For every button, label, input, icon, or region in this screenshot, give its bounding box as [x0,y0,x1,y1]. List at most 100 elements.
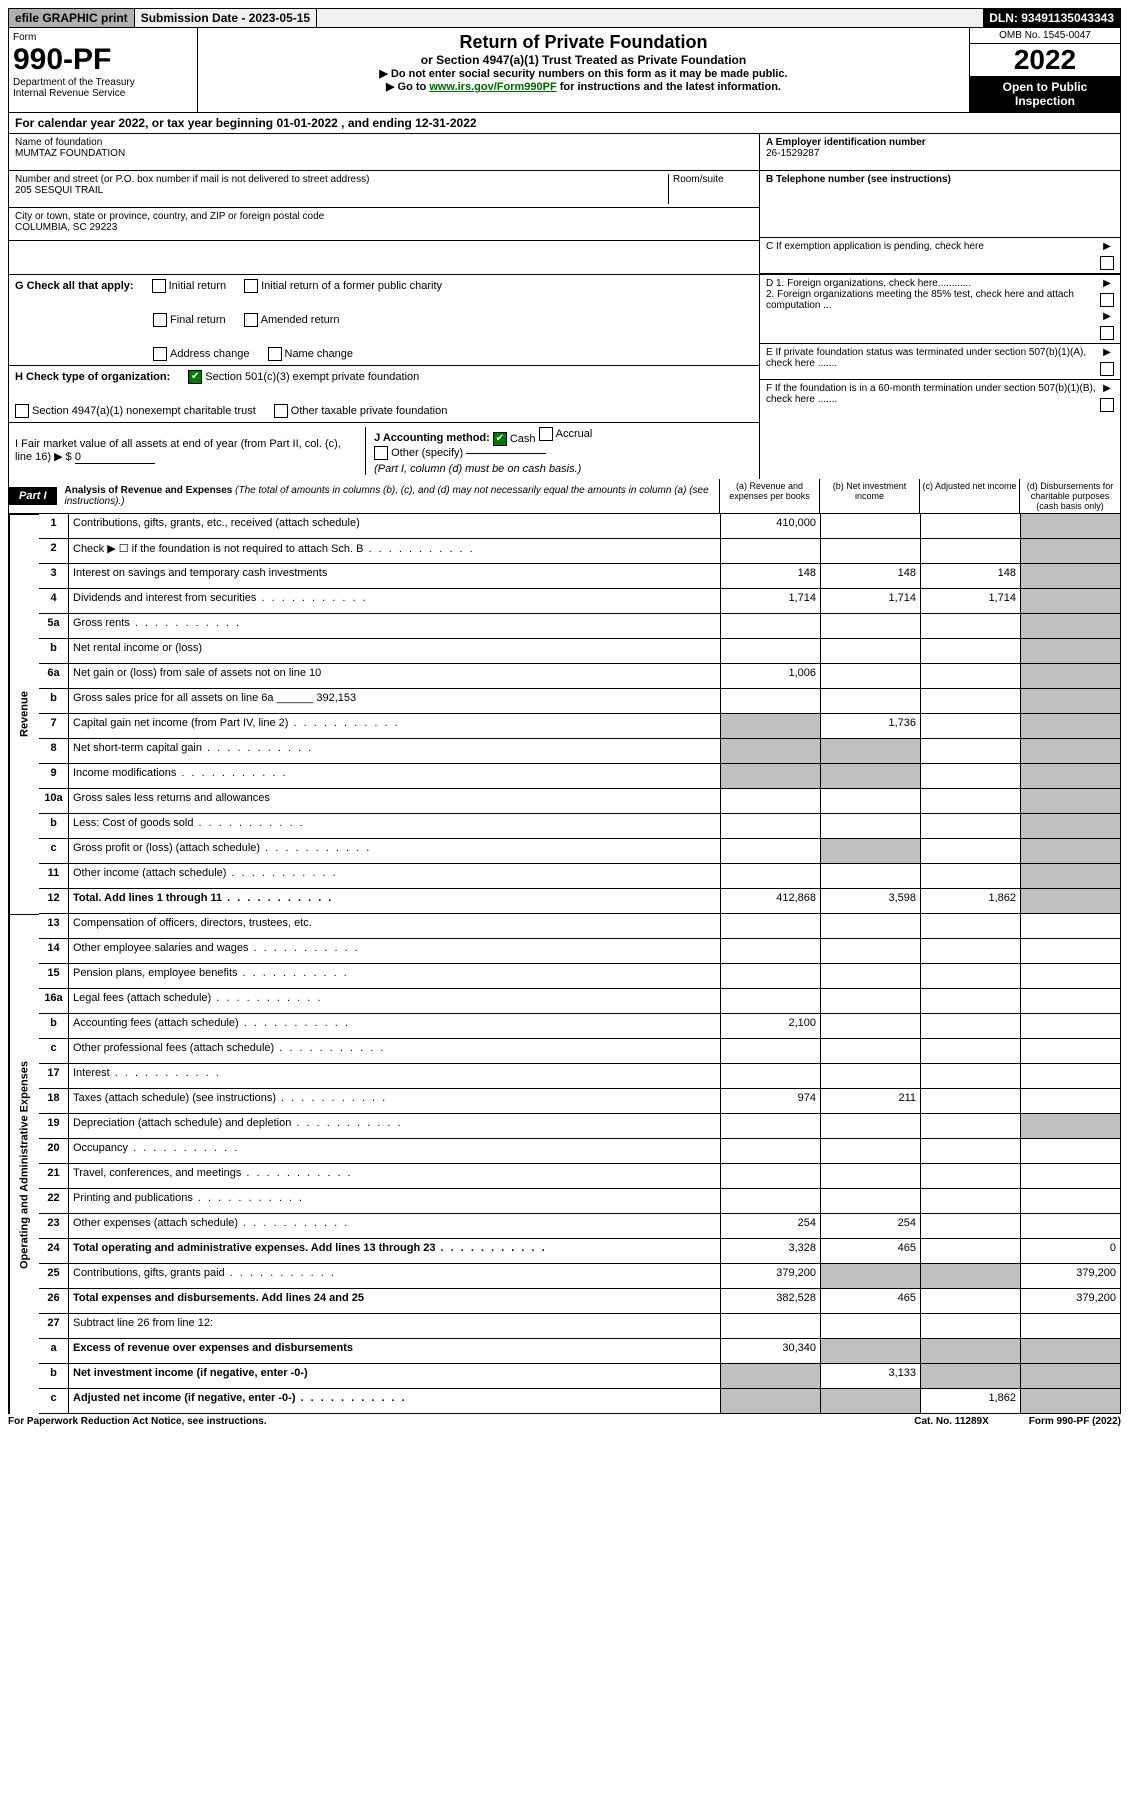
501c3-checkbox[interactable] [188,370,202,384]
accrual-checkbox[interactable] [539,427,553,441]
line-desc: Other employee salaries and wages [69,939,721,964]
tel-label: B Telephone number (see instructions) [766,174,951,185]
d2-checkbox[interactable] [1100,326,1114,340]
line-desc: Other professional fees (attach schedule… [69,1039,721,1064]
line-desc: Interest on savings and temporary cash i… [69,564,721,589]
instr-2: ▶ Go to www.irs.gov/Form990PF for instru… [202,80,965,93]
col-b-cell [821,539,921,564]
col-a-cell [721,1389,821,1414]
amended-checkbox[interactable] [244,313,258,327]
col-d-cell [1021,1039,1121,1064]
col-c-cell [921,1089,1021,1114]
g-opt-0: Initial return [169,280,226,292]
col-d-cell [1021,1139,1121,1164]
address-change-checkbox[interactable] [153,347,167,361]
final-return-checkbox[interactable] [153,313,167,327]
line-desc: Other expenses (attach schedule) [69,1214,721,1239]
instructions-link[interactable]: www.irs.gov/Form990PF [429,81,556,93]
col-b-cell: 148 [821,564,921,589]
col-a-cell [721,864,821,889]
line-no: 23 [39,1214,69,1239]
col-a-cell [721,1114,821,1139]
col-b-cell [821,1064,921,1089]
form-header: Form 990-PF Department of the Treasury I… [8,28,1121,113]
col-b-cell: 3,133 [821,1364,921,1389]
line-desc: Printing and publications [69,1189,721,1214]
name-change-checkbox[interactable] [268,347,282,361]
line-desc: Dividends and interest from securities [69,589,721,614]
line-desc: Total expenses and disbursements. Add li… [69,1289,721,1314]
col-b-cell [821,689,921,714]
other-method-checkbox[interactable] [374,446,388,460]
addr-label: Number and street (or P.O. box number if… [15,174,668,185]
c-checkbox[interactable] [1100,256,1114,270]
col-b-cell [821,1114,921,1139]
other-taxable-checkbox[interactable] [274,404,288,418]
g-opt-3: Initial return of a former public charit… [261,280,442,292]
col-a-cell: 410,000 [721,514,821,539]
efile-label[interactable]: efile GRAPHIC print [9,9,135,27]
col-c-cell [921,964,1021,989]
col-c-cell [921,839,1021,864]
room-label: Room/suite [668,174,753,204]
col-b-cell [821,1389,921,1414]
4947-checkbox[interactable] [15,404,29,418]
d1-checkbox[interactable] [1100,293,1114,307]
col-c-cell: 148 [921,564,1021,589]
line-desc: Occupancy [69,1139,721,1164]
col-c-cell [921,939,1021,964]
line-no: b [39,1364,69,1389]
g-label: G Check all that apply: [15,280,134,292]
col-c-cell [921,1214,1021,1239]
col-d-header: (d) Disbursements for charitable purpose… [1020,479,1120,513]
col-a-cell [721,639,821,664]
col-a-cell [721,914,821,939]
j1: Cash [510,433,536,445]
line-desc: Net short-term capital gain [69,739,721,764]
dln: DLN: 93491135043343 [983,9,1120,27]
col-d-cell [1021,789,1121,814]
cash-checkbox[interactable] [493,432,507,446]
line-no: 15 [39,964,69,989]
line-no: 1 [39,514,69,539]
col-d-cell: 379,200 [1021,1264,1121,1289]
col-a-cell: 1,714 [721,589,821,614]
expenses-label: Operating and Administrative Expenses [9,914,39,1414]
col-a-cell [721,714,821,739]
col-d-cell [1021,989,1121,1014]
g-opt-4: Amended return [261,314,340,326]
initial-former-checkbox[interactable] [244,279,258,293]
col-d-cell [1021,964,1121,989]
col-a-cell: 148 [721,564,821,589]
line-no: 21 [39,1164,69,1189]
line-no: 3 [39,564,69,589]
col-d-cell [1021,639,1121,664]
irs: Internal Revenue Service [13,88,193,99]
line-no: 7 [39,714,69,739]
initial-return-checkbox[interactable] [152,279,166,293]
col-b-cell [821,764,921,789]
col-d-cell [1021,1364,1121,1389]
col-b-cell [821,1139,921,1164]
f-checkbox[interactable] [1100,398,1114,412]
col-d-cell: 379,200 [1021,1289,1121,1314]
ein-value: 26-1529287 [766,148,819,159]
col-b-cell [821,639,921,664]
col-a-cell [721,689,821,714]
col-b-cell [821,914,921,939]
line-no: 19 [39,1114,69,1139]
col-b-cell: 1,714 [821,589,921,614]
line-desc: Interest [69,1064,721,1089]
line-desc: Gross sales price for all assets on line… [69,689,721,714]
footer-cat: Cat. No. 11289X [914,1416,988,1427]
col-d-cell [1021,939,1121,964]
col-c-cell [921,1039,1021,1064]
col-d-cell [1021,1189,1121,1214]
line-no: 18 [39,1089,69,1114]
col-d-cell [1021,864,1121,889]
g-opt-5: Name change [285,348,354,360]
line-desc: Contributions, gifts, grants paid [69,1264,721,1289]
line-no: 4 [39,589,69,614]
e-label: E If private foundation status was termi… [766,347,1096,369]
e-checkbox[interactable] [1100,362,1114,376]
